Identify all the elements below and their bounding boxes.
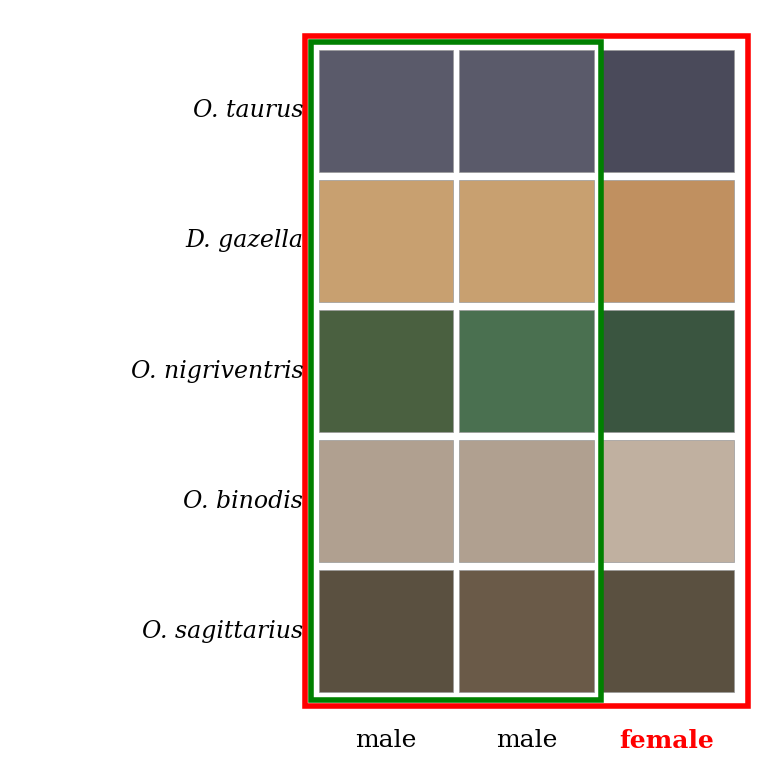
Text: male: male — [356, 729, 416, 752]
Bar — [319, 570, 453, 692]
Bar — [600, 180, 734, 302]
Text: D. gazella: D. gazella — [185, 230, 303, 252]
Bar — [459, 570, 594, 692]
Bar — [600, 570, 734, 692]
Bar — [319, 180, 453, 302]
Bar — [600, 310, 734, 432]
Bar — [305, 36, 748, 706]
Bar — [600, 50, 734, 172]
Text: O. sagittarius: O. sagittarius — [142, 620, 303, 643]
Bar — [319, 50, 453, 172]
Bar — [459, 310, 594, 432]
Text: female: female — [620, 728, 714, 753]
Bar — [600, 440, 734, 562]
Bar — [319, 440, 453, 562]
Bar — [459, 50, 594, 172]
Text: O. nigriventris: O. nigriventris — [131, 360, 303, 382]
Text: O. binodis: O. binodis — [184, 490, 303, 513]
Bar — [459, 180, 594, 302]
Bar — [319, 310, 453, 432]
Bar — [311, 42, 601, 700]
Text: O. taurus: O. taurus — [193, 99, 303, 122]
Text: male: male — [496, 729, 557, 752]
Bar — [459, 440, 594, 562]
